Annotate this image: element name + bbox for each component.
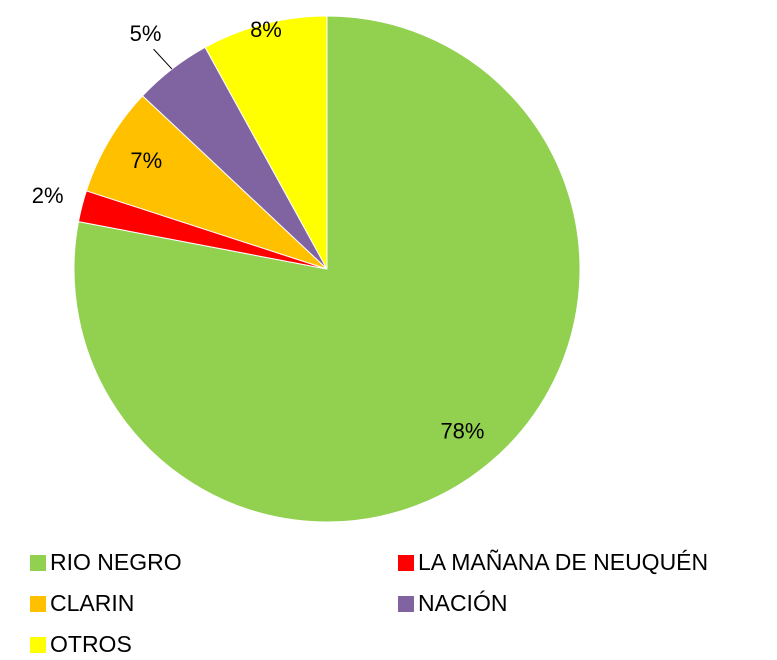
legend-label: NACIÓN: [418, 590, 507, 616]
leader-line: [153, 48, 173, 70]
legend-label: OTROS: [50, 631, 132, 657]
legend-swatch: [398, 555, 414, 571]
data-label: 2%: [32, 183, 64, 208]
legend-label: CLARIN: [50, 590, 134, 616]
pie-slice: [85, 95, 328, 270]
legend-swatch: [398, 596, 414, 612]
data-label: 78%: [440, 419, 484, 444]
legend-label: RIO NEGRO: [50, 549, 182, 575]
data-label: 5%: [130, 21, 162, 46]
legend-label: LA MAÑANA DE NEUQUÉN: [418, 549, 708, 575]
legend-swatch: [30, 596, 46, 612]
legend-swatch: [30, 555, 46, 571]
data-label: 8%: [250, 17, 282, 42]
data-label: 7%: [130, 148, 162, 173]
legend-swatch: [30, 637, 46, 653]
pie-slice: [204, 15, 328, 270]
